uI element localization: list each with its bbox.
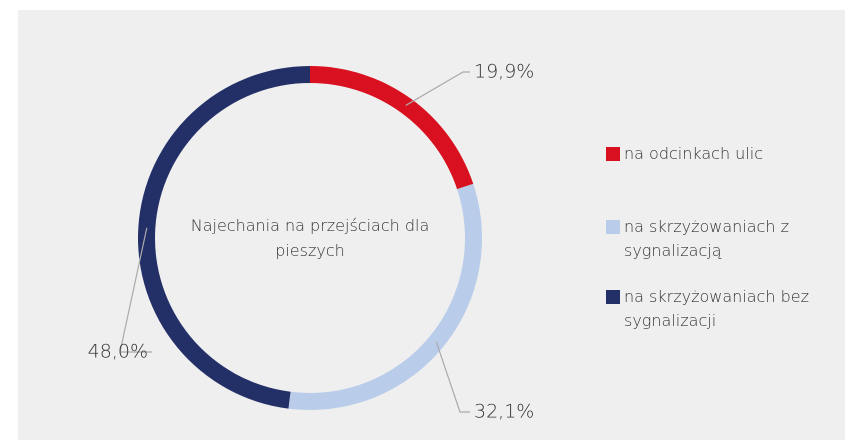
donut-slice	[137, 66, 310, 409]
leader-line	[435, 341, 470, 413]
legend-entry: na odcinkach ulic	[606, 142, 854, 166]
data-label: 48,0%	[88, 341, 148, 363]
donut-slice	[310, 66, 474, 190]
leader-line	[405, 71, 470, 106]
legend-label: na skrzyżowaniach z sygnalizacją	[624, 217, 789, 260]
legend-swatch	[606, 290, 620, 304]
legend-swatch	[606, 220, 620, 234]
donut-slice	[288, 183, 482, 410]
legend-entry: na skrzyżowaniach bez sygnalizacji	[606, 285, 814, 333]
data-label: 32,1%	[474, 401, 534, 423]
leader-line	[119, 227, 152, 353]
legend-entry: na skrzyżowaniach z sygnalizacją	[606, 215, 814, 263]
legend-label: na odcinkach ulic	[624, 144, 763, 163]
chart-title: Najechania na przejściach dla pieszych	[190, 216, 430, 260]
legend-label: na skrzyżowaniach bez sygnalizacji	[624, 287, 809, 330]
background	[18, 10, 845, 440]
legend-swatch	[606, 147, 620, 161]
data-label: 19,9%	[474, 61, 534, 83]
